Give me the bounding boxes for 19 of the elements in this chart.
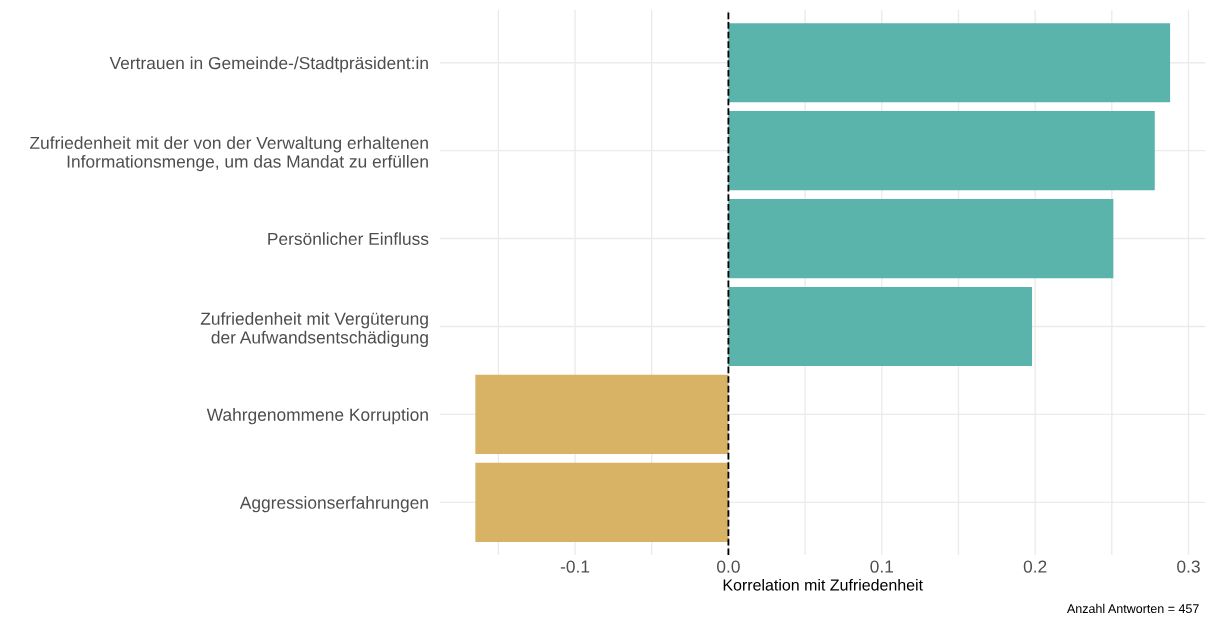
bar bbox=[728, 199, 1114, 279]
x-tick-label: 0.2 bbox=[1023, 560, 1047, 573]
y-tick-label: Vertrauen in Gemeinde-/Stadtpräsident:in bbox=[109, 56, 428, 73]
bar bbox=[728, 111, 1155, 191]
bar bbox=[728, 286, 1033, 367]
y-tick-label: Aggressionserfahrungen bbox=[239, 496, 428, 513]
y-tick-label: Zufriedenheit mit Vergüterung der Aufwandsentschädigung bbox=[200, 312, 428, 347]
text: Anzahl Antworten = 457 bbox=[1066, 603, 1199, 614]
x-tick-label: 0.1 bbox=[870, 560, 893, 573]
y-tick-label: Wahrgenommene Korruption bbox=[206, 408, 428, 425]
y-tick-label: Persönlicher Einfluss bbox=[268, 232, 429, 246]
x-tick-label: 0.0 bbox=[717, 560, 740, 573]
y-tick-label: Zufriedenheit mit der von der Verwaltung erhaltenen Informationsmenge, um das Mandat zu erfüllen bbox=[30, 136, 428, 172]
x-tick-label: -0.1 bbox=[560, 560, 590, 573]
bar bbox=[475, 462, 729, 542]
x-tick-label: 0.3 bbox=[1177, 560, 1200, 573]
x-axis-title: Korrelation mit Zufriedenheit bbox=[723, 578, 923, 591]
bar bbox=[728, 23, 1171, 103]
bar bbox=[475, 374, 729, 454]
